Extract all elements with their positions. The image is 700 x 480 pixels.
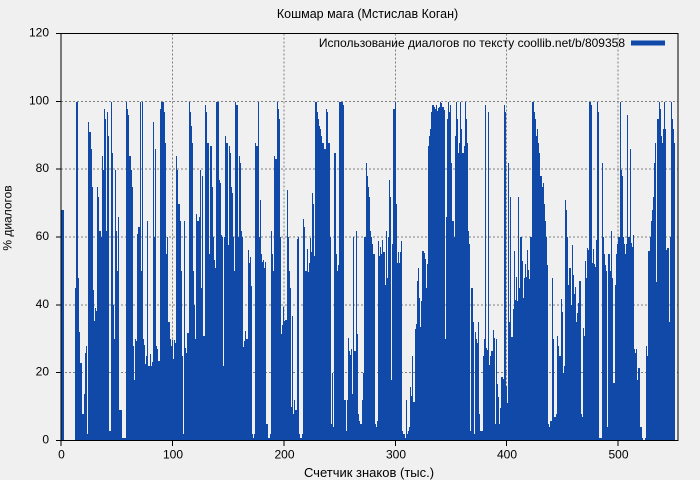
svg-text:Кошмар мага (Мстислав Коган): Кошмар мага (Мстислав Коган) (277, 7, 458, 21)
svg-text:Использование диалогов по текс: Использование диалогов по тексту coollib… (319, 36, 625, 50)
svg-text:80: 80 (36, 161, 50, 175)
svg-text:60: 60 (36, 229, 50, 243)
svg-text:300: 300 (386, 448, 406, 462)
svg-text:120: 120 (29, 26, 49, 40)
svg-text:% диалогов: % диалогов (1, 185, 15, 250)
svg-text:Счетчик знаков (тыс.): Счетчик знаков (тыс.) (304, 465, 434, 480)
svg-text:40: 40 (36, 297, 50, 311)
svg-text:400: 400 (497, 448, 517, 462)
svg-text:100: 100 (163, 448, 183, 462)
svg-text:200: 200 (274, 448, 294, 462)
svg-text:20: 20 (36, 365, 50, 379)
svg-text:0: 0 (42, 433, 49, 447)
svg-text:100: 100 (29, 94, 49, 108)
svg-text:0: 0 (58, 448, 65, 462)
svg-text:500: 500 (608, 448, 628, 462)
